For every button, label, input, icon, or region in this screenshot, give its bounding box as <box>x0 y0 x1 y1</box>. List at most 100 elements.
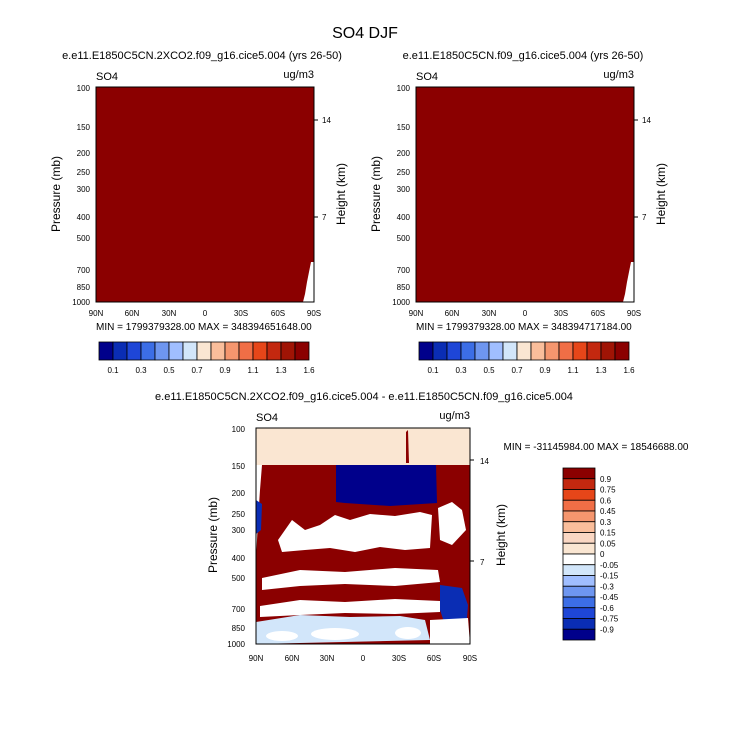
panel-1-ytick: 1000 <box>72 298 90 307</box>
page-title: SO4 DJF <box>332 25 398 42</box>
panel-1-xtick: 60S <box>271 309 285 318</box>
colorbar-box <box>558 341 574 361</box>
panel-3-xtick: 60S <box>427 654 441 663</box>
panel-2-field <box>416 87 634 302</box>
panel-1-xtick: 0 <box>203 309 208 318</box>
colorbar-label: 0.05 <box>600 539 616 548</box>
panel-2-ytick: 300 <box>397 185 411 194</box>
panel-1-xtick: 90S <box>307 309 321 318</box>
panel-1-xtick: 60N <box>125 309 140 318</box>
colorbar-label: 0.7 <box>191 366 203 375</box>
colorbar-box <box>168 341 184 361</box>
colorbar-label: -0.9 <box>600 625 614 634</box>
colorbar-box <box>516 341 532 361</box>
panel-2-title: e.e11.E1850C5CN.f09_g16.cice5.004 (yrs 2… <box>403 50 644 62</box>
panel-3-ytick: 400 <box>232 554 246 563</box>
panel-3-rtick: 7 <box>480 558 485 567</box>
colorbar-box <box>562 628 596 641</box>
panel-3-title: e.e11.E1850C5CN.2XCO2.f09_g16.cice5.004 … <box>155 391 573 403</box>
panel-2-ytick: 250 <box>397 168 411 177</box>
colorbar-box <box>252 341 268 361</box>
panel-3-ytick: 200 <box>232 489 246 498</box>
colorbar-label: 0.9 <box>539 366 551 375</box>
panel-1-edge-mask <box>303 262 314 302</box>
panel-3-xtick: 90N <box>249 654 264 663</box>
panel-3-xtick: 60N <box>285 654 300 663</box>
diff-upper-spike <box>406 430 409 463</box>
panel-1-y-ticks: 100 150 200 250 300 400 500 700 850 1000 <box>72 84 90 307</box>
colorbar-box <box>294 341 310 361</box>
panel-1-rtick: 14 <box>322 116 331 125</box>
colorbar-label: 0.3 <box>455 366 467 375</box>
panel-2-ylabel: Pressure (mb) <box>369 156 383 232</box>
colorbar-box <box>432 341 448 361</box>
panel-2-ytick: 400 <box>397 213 411 222</box>
colorbar-box <box>562 510 596 523</box>
colorbar-box <box>140 341 156 361</box>
colorbar-box <box>562 553 596 566</box>
panel-2-right-label: ug/m3 <box>603 69 634 81</box>
colorbar-box <box>224 341 240 361</box>
panel-1-xtick: 90N <box>89 309 104 318</box>
panel-2-colorbar: 0.1 0.3 0.5 0.7 0.9 1.1 1.3 1.6 <box>418 341 635 375</box>
panel-1-rtick: 7 <box>322 213 327 222</box>
panel-3-ytick: 100 <box>232 425 246 434</box>
colorbar-box <box>280 341 296 361</box>
colorbar-box <box>530 341 546 361</box>
diff-white-blob-1 <box>266 631 298 641</box>
panel-1-ytick: 300 <box>77 185 91 194</box>
colorbar-box <box>572 341 588 361</box>
panel-1-xtick: 30N <box>162 309 177 318</box>
colorbar-box <box>502 341 518 361</box>
colorbar-box <box>562 532 596 544</box>
colorbar-label: -0.15 <box>600 572 619 581</box>
panel-1-right-label: ug/m3 <box>283 69 314 81</box>
colorbar-box <box>562 564 596 576</box>
colorbar-box <box>446 341 462 361</box>
colorbar-label: 0.5 <box>483 366 495 375</box>
colorbar-label: 0.7 <box>511 366 523 375</box>
diff-blue-block <box>336 465 437 506</box>
panel-1-field <box>96 87 314 302</box>
panel-3: e.e11.E1850C5CN.2XCO2.f09_g16.cice5.004 … <box>155 391 689 663</box>
panel-2-ylabel-right: Height (km) <box>654 163 668 225</box>
colorbar-box <box>614 341 630 361</box>
panel-3-rtick: 14 <box>480 457 489 466</box>
panel-2-edge-mask <box>623 262 634 302</box>
diff-white-band-2 <box>260 599 440 617</box>
panel-1-right-ticks: 14 7 <box>314 116 331 222</box>
panel-3-ytick: 850 <box>232 624 246 633</box>
panel-3-stats: MIN = -31145984.00 MAX = 18546688.00 <box>504 442 689 453</box>
colorbar-label: 0 <box>600 550 605 559</box>
panel-1-x-ticks: 90N 60N 30N 0 30S 60S 90S <box>89 309 321 318</box>
panel-1-ytick: 100 <box>77 84 91 93</box>
panel-3-right-ticks: 14 7 <box>470 457 489 567</box>
panel-3-x-ticks: 90N 60N 30N 0 30S 60S 90S <box>249 654 477 663</box>
colorbar-label: 0.1 <box>107 366 119 375</box>
diff-left-gap <box>256 465 262 560</box>
colorbar-box <box>98 341 114 361</box>
panel-1: e.e11.E1850C5CN.2XCO2.f09_g16.cice5.004 … <box>49 50 348 375</box>
panel-2-xtick: 60N <box>445 309 460 318</box>
panel-1-ytick: 400 <box>77 213 91 222</box>
panel-2-rtick: 7 <box>642 213 647 222</box>
colorbar-box <box>544 341 560 361</box>
colorbar-box <box>562 585 596 598</box>
colorbar-box <box>238 341 254 361</box>
panel-2: e.e11.E1850C5CN.f09_g16.cice5.004 (yrs 2… <box>369 50 668 375</box>
panel-3-left-label: SO4 <box>256 412 278 424</box>
panel-2-rtick: 14 <box>642 116 651 125</box>
diff-white-mid <box>278 512 432 552</box>
colorbar-label: 1.3 <box>595 366 607 375</box>
colorbar-box <box>562 478 596 490</box>
panel-1-ytick: 150 <box>77 123 91 132</box>
panel-1-colorbar: 0.1 0.3 0.5 0.7 0.9 1.1 1.3 1.6 <box>98 341 315 375</box>
colorbar-box <box>460 341 476 361</box>
colorbar-box <box>562 542 596 555</box>
panel-2-xtick: 90N <box>409 309 424 318</box>
panel-1-ylabel: Pressure (mb) <box>49 156 63 232</box>
panel-1-ytick: 200 <box>77 149 91 158</box>
panel-3-ylabel: Pressure (mb) <box>206 497 220 573</box>
colorbar-label: -0.45 <box>600 593 619 602</box>
colorbar-box <box>266 341 282 361</box>
